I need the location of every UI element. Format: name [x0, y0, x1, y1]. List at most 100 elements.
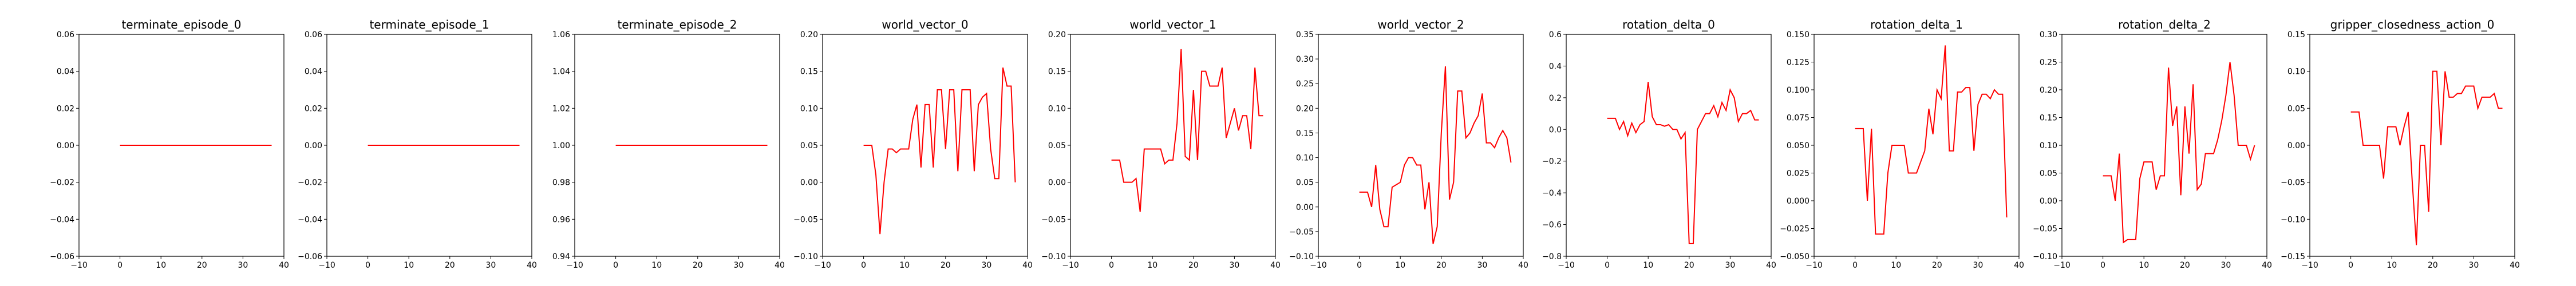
- x-tick-label: 20: [1684, 261, 1694, 270]
- x-tick-label: 0: [117, 261, 123, 270]
- y-tick-label: 0.02: [305, 104, 322, 113]
- series-line: [1607, 82, 1759, 244]
- y-tick-label: −0.02: [50, 178, 74, 188]
- subplot-8: rotation_delta_2 −10 0 10 20 30 40 −0.10 −0.05 0.…: [2033, 18, 2272, 270]
- y-tick-label: 0.06: [57, 30, 74, 39]
- x-tick-label: 20: [2180, 261, 2190, 270]
- y-tick-label: 0.04: [57, 67, 74, 77]
- x-tick-label: −10: [1310, 261, 1327, 270]
- y-tick-label: −0.4: [1542, 189, 1562, 198]
- x-tick-label: 30: [981, 261, 991, 270]
- y-tick-label: −0.025: [1780, 225, 1809, 234]
- x-tick-label: −10: [70, 261, 88, 270]
- x-tick-label: 20: [1436, 261, 1447, 270]
- subplot-5: world_vector_2 −10 0 10 20 30 40 −0.10 −0.05 0.00…: [1289, 18, 1528, 270]
- x-tick-label: 10: [1147, 261, 1157, 270]
- y-tick-label: 0.04: [305, 67, 322, 77]
- x-tick-label: 40: [2014, 261, 2024, 270]
- y-tick-label: −0.05: [1289, 228, 1314, 237]
- subplot-4: world_vector_1 −10 0 10 20 30 40 −0.10 −0.05 0.00…: [1041, 18, 1281, 270]
- x-tick-label: 40: [1518, 261, 1528, 270]
- y-tick-label: −0.2: [1542, 157, 1562, 166]
- y-tick-label: 0.30: [1296, 55, 1314, 64]
- y-tick-label: 0.15: [2287, 30, 2305, 39]
- y-tick-label: 0.15: [1296, 129, 1314, 138]
- y-tick-label: 0.20: [1296, 104, 1314, 113]
- x-tick-label: 40: [279, 261, 289, 270]
- y-tick-label: 0.05: [2287, 104, 2305, 113]
- x-tick-label: −10: [814, 261, 831, 270]
- y-tick-label: 0.05: [1048, 141, 1066, 150]
- y-tick-label: 0.15: [1048, 67, 1066, 77]
- y-tick-label: −0.05: [2033, 225, 2057, 234]
- x-tick-label: 30: [485, 261, 496, 270]
- x-tick-label: −10: [1805, 261, 1823, 270]
- x-tick-label: −10: [1062, 261, 1079, 270]
- subplot-title: rotation_delta_2: [2118, 18, 2211, 31]
- x-tick-label: 10: [156, 261, 166, 270]
- x-tick-label: 0: [2100, 261, 2105, 270]
- y-tick-label: −0.06: [298, 252, 322, 261]
- y-tick-label: 0.00: [800, 178, 818, 188]
- subplot-title: rotation_delta_1: [1870, 18, 1963, 31]
- x-tick-label: 40: [2510, 261, 2520, 270]
- y-tick-label: 0.02: [57, 104, 74, 113]
- y-tick-label: 0.4: [1549, 62, 1562, 71]
- x-tick-label: 40: [2262, 261, 2272, 270]
- y-tick-label: 0.15: [2040, 114, 2057, 123]
- y-tick-label: −0.04: [298, 215, 322, 224]
- y-tick-label: 0.00: [2040, 197, 2057, 206]
- x-tick-label: 20: [445, 261, 455, 270]
- x-tick-label: 30: [1477, 261, 1487, 270]
- y-tick-label: 0.15: [800, 67, 818, 77]
- subplot-title: rotation_delta_0: [1622, 18, 1715, 31]
- y-tick-label: 0.025: [1787, 169, 1809, 178]
- y-tick-label: 0.35: [1296, 30, 1314, 39]
- y-tick-label: −0.06: [50, 252, 74, 261]
- series-line: [2103, 62, 2255, 244]
- y-tick-label: 0.05: [1296, 178, 1314, 188]
- y-tick-label: −0.10: [2281, 215, 2305, 224]
- y-tick-label: −0.10: [2033, 252, 2057, 261]
- y-tick-label: −0.15: [2281, 252, 2305, 261]
- y-tick-label: −0.8: [1542, 252, 1562, 261]
- y-tick-label: −0.10: [1289, 252, 1314, 261]
- axes-frame: [1566, 34, 1772, 257]
- y-tick-label: 0.20: [2040, 86, 2057, 95]
- x-tick-label: 30: [238, 261, 248, 270]
- y-tick-label: 0.050: [1787, 141, 1809, 150]
- x-tick-label: 20: [1188, 261, 1199, 270]
- subplot-title: terminate_episode_2: [617, 18, 737, 31]
- y-tick-label: 1.04: [552, 67, 570, 77]
- y-tick-label: 0.10: [2287, 67, 2305, 77]
- series-line: [863, 67, 1016, 235]
- y-tick-label: 0.06: [305, 30, 322, 39]
- x-tick-label: 20: [2428, 261, 2438, 270]
- axes-frame: [1318, 34, 1524, 257]
- y-tick-label: 0.2: [1549, 94, 1562, 103]
- x-tick-label: 40: [1022, 261, 1033, 270]
- subplot-0: terminate_episode_0 −10 0 10 20 30 40 −0.06 −0.0…: [50, 18, 289, 270]
- subplot-title: world_vector_2: [1377, 18, 1464, 31]
- y-tick-label: 0.6: [1549, 30, 1562, 39]
- y-tick-label: 0.20: [1048, 30, 1066, 39]
- x-tick-label: 0: [365, 261, 370, 270]
- y-tick-label: 0.00: [1048, 178, 1066, 188]
- x-tick-label: 0: [1109, 261, 1114, 270]
- y-tick-label: 0.25: [1296, 80, 1314, 89]
- subplot-9: gripper_closedness_action_0 −10 0 10 20 30 40 −…: [2281, 18, 2520, 270]
- y-tick-label: 0.075: [1787, 114, 1809, 123]
- y-tick-label: −0.05: [1041, 215, 1066, 224]
- subplot-7: rotation_delta_1 −10 0 10 20 30 40 −0.050 −0.025…: [1780, 18, 2024, 270]
- y-tick-label: 0.10: [1048, 104, 1066, 113]
- y-tick-label: 0.05: [2040, 169, 2057, 178]
- x-tick-label: 30: [1973, 261, 1983, 270]
- x-tick-label: −10: [566, 261, 583, 270]
- y-tick-label: 0.000: [1787, 197, 1809, 206]
- series-line: [1111, 49, 1263, 212]
- y-tick-label: 0.125: [1787, 58, 1809, 67]
- y-tick-label: −0.050: [1780, 252, 1809, 261]
- y-tick-label: 0.05: [800, 141, 818, 150]
